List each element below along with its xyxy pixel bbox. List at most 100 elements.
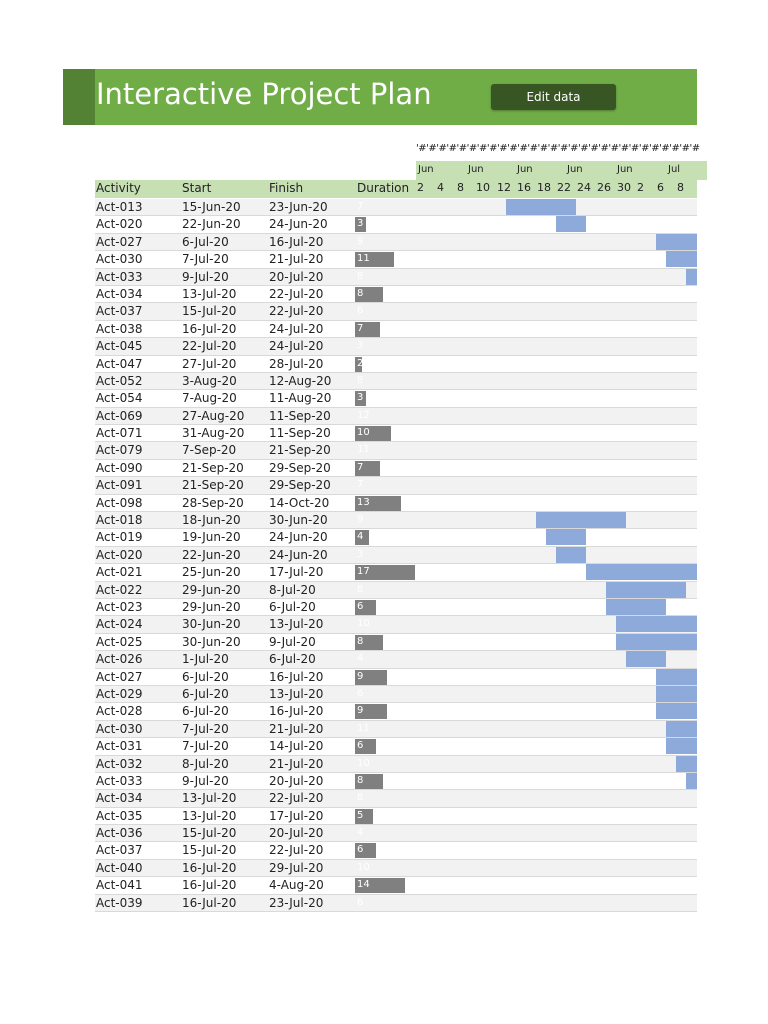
activity-cell[interactable]: Act-027 [96, 234, 143, 249]
duration-value[interactable]: 3 [357, 218, 364, 230]
start-cell[interactable]: 6-Jul-20 [182, 234, 229, 249]
start-cell[interactable]: 27-Jul-20 [182, 356, 237, 371]
activity-cell[interactable]: Act-013 [96, 200, 143, 214]
start-cell[interactable]: 6-Jul-20 [182, 669, 229, 684]
finish-cell[interactable]: 24-Jun-20 [269, 547, 328, 562]
finish-cell[interactable]: 11-Sep-20 [269, 408, 331, 423]
activity-cell[interactable]: Act-031 [96, 739, 143, 754]
start-cell[interactable]: 13-Jul-20 [182, 791, 237, 806]
finish-cell[interactable]: 6-Jul-20 [269, 652, 316, 667]
finish-cell[interactable]: 21-Jul-20 [269, 756, 324, 771]
finish-cell[interactable]: 16-Jul-20 [269, 704, 324, 719]
table-row[interactable]: Act-033 9-Jul-20 20-Jul-20 8 [95, 772, 697, 791]
duration-value[interactable]: 8 [357, 374, 364, 386]
table-row[interactable]: Act-034 13-Jul-20 22-Jul-20 8 [95, 285, 697, 304]
duration-value[interactable]: 8 [357, 792, 364, 804]
table-row[interactable]: Act-032 8-Jul-20 21-Jul-20 10 [95, 755, 697, 773]
table-row[interactable]: Act-027 6-Jul-20 16-Jul-20 9 [95, 233, 697, 252]
finish-cell[interactable]: 21-Jul-20 [269, 252, 324, 267]
table-row[interactable]: Act-030 7-Jul-20 21-Jul-20 11 [95, 251, 697, 269]
duration-value[interactable]: 8 [357, 774, 364, 786]
duration-value[interactable]: 6 [357, 896, 364, 908]
start-cell[interactable]: 29-Jun-20 [182, 582, 241, 597]
finish-cell[interactable]: 9-Jul-20 [269, 634, 316, 649]
start-cell[interactable]: 6-Jul-20 [182, 704, 229, 719]
activity-cell[interactable]: Act-033 [96, 773, 143, 788]
start-cell[interactable]: 16-Jul-20 [182, 895, 237, 910]
column-header-activity[interactable]: Activity [96, 181, 141, 195]
activity-cell[interactable]: Act-032 [96, 756, 143, 771]
table-row[interactable]: Act-013 15-Jun-20 23-Jun-20 7 [95, 199, 697, 217]
duration-value[interactable]: 4 [357, 531, 364, 543]
start-cell[interactable]: 25-Jun-20 [182, 565, 241, 580]
start-cell[interactable]: 27-Aug-20 [182, 408, 245, 423]
finish-cell[interactable]: 17-Jul-20 [269, 808, 324, 823]
activity-cell[interactable]: Act-026 [96, 652, 143, 667]
table-row[interactable]: Act-098 28-Sep-20 14-Oct-20 13 [95, 494, 697, 513]
finish-cell[interactable]: 6-Jul-20 [269, 599, 316, 614]
finish-cell[interactable]: 11-Sep-20 [269, 426, 331, 441]
start-cell[interactable]: 13-Jul-20 [182, 808, 237, 823]
table-row[interactable]: Act-045 22-Jul-20 24-Jul-20 3 [95, 338, 697, 356]
finish-cell[interactable]: 21-Sep-20 [269, 443, 331, 458]
activity-cell[interactable]: Act-090 [96, 460, 143, 475]
start-cell[interactable]: 7-Jul-20 [182, 252, 229, 267]
start-cell[interactable]: 13-Jul-20 [182, 286, 237, 301]
table-row[interactable]: Act-020 22-Jun-20 24-Jun-20 3 [95, 216, 697, 234]
finish-cell[interactable]: 24-Jun-20 [269, 217, 328, 232]
finish-cell[interactable]: 4-Aug-20 [269, 878, 324, 893]
activity-cell[interactable]: Act-071 [96, 426, 143, 441]
finish-cell[interactable]: 23-Jun-20 [269, 200, 328, 214]
start-cell[interactable]: 8-Jul-20 [182, 756, 229, 771]
table-row[interactable]: Act-033 9-Jul-20 20-Jul-20 8 [95, 268, 697, 286]
activity-cell[interactable]: Act-034 [96, 286, 143, 301]
finish-cell[interactable]: 20-Jul-20 [269, 269, 324, 284]
activity-cell[interactable]: Act-040 [96, 860, 143, 875]
table-row[interactable]: Act-038 16-Jul-20 24-Jul-20 7 [95, 320, 697, 339]
duration-value[interactable]: 4 [357, 827, 364, 839]
finish-cell[interactable]: 28-Jul-20 [269, 356, 324, 371]
start-cell[interactable]: 22-Jun-20 [182, 547, 241, 562]
table-row[interactable]: Act-047 27-Jul-20 28-Jul-20 2 [95, 355, 697, 373]
column-header-duration[interactable]: Duration [357, 181, 410, 195]
table-row[interactable]: Act-026 1-Jul-20 6-Jul-20 4 [95, 651, 697, 669]
activity-cell[interactable]: Act-041 [96, 878, 143, 893]
activity-cell[interactable]: Act-023 [96, 599, 143, 614]
start-cell[interactable]: 3-Aug-20 [182, 373, 237, 388]
finish-cell[interactable]: 22-Jul-20 [269, 286, 324, 301]
start-cell[interactable]: 15-Jul-20 [182, 826, 237, 841]
finish-cell[interactable]: 8-Jul-20 [269, 582, 316, 597]
table-row[interactable]: Act-090 21-Sep-20 29-Sep-20 7 [95, 459, 697, 478]
column-header-finish[interactable]: Finish [269, 181, 304, 195]
duration-value[interactable]: 14 [357, 879, 370, 891]
activity-cell[interactable]: Act-098 [96, 495, 143, 510]
activity-cell[interactable]: Act-021 [96, 565, 143, 580]
table-row[interactable]: Act-071 31-Aug-20 11-Sep-20 10 [95, 425, 697, 443]
table-row[interactable]: Act-024 30-Jun-20 13-Jul-20 10 [95, 616, 697, 634]
table-row[interactable]: Act-025 30-Jun-20 9-Jul-20 8 [95, 633, 697, 652]
table-row[interactable]: Act-036 15-Jul-20 20-Jul-20 4 [95, 825, 697, 843]
activity-cell[interactable]: Act-028 [96, 704, 143, 719]
start-cell[interactable]: 16-Jul-20 [182, 860, 237, 875]
start-cell[interactable]: 9-Jul-20 [182, 269, 229, 284]
finish-cell[interactable]: 22-Jul-20 [269, 843, 324, 858]
duration-value[interactable]: 8 [357, 635, 364, 647]
finish-cell[interactable]: 13-Jul-20 [269, 617, 324, 632]
duration-value[interactable]: 6 [357, 740, 364, 752]
table-row[interactable]: Act-079 7-Sep-20 21-Sep-20 11 [95, 442, 697, 460]
start-cell[interactable]: 22-Jul-20 [182, 339, 237, 354]
start-cell[interactable]: 30-Jun-20 [182, 634, 241, 649]
finish-cell[interactable]: 20-Jul-20 [269, 826, 324, 841]
finish-cell[interactable]: 24-Jun-20 [269, 530, 328, 545]
start-cell[interactable]: 7-Jul-20 [182, 721, 229, 736]
duration-value[interactable]: 10 [357, 861, 370, 873]
duration-value[interactable]: 9 [357, 235, 364, 247]
finish-cell[interactable]: 13-Jul-20 [269, 686, 324, 701]
duration-value[interactable]: 11 [357, 722, 370, 734]
table-row[interactable]: Act-034 13-Jul-20 22-Jul-20 8 [95, 790, 697, 808]
table-row[interactable]: Act-020 22-Jun-20 24-Jun-20 3 [95, 546, 697, 565]
duration-value[interactable]: 11 [357, 253, 370, 265]
finish-cell[interactable]: 12-Aug-20 [269, 373, 332, 388]
table-row[interactable]: Act-029 6-Jul-20 13-Jul-20 6 [95, 685, 697, 704]
duration-value[interactable]: 9 [357, 514, 364, 526]
